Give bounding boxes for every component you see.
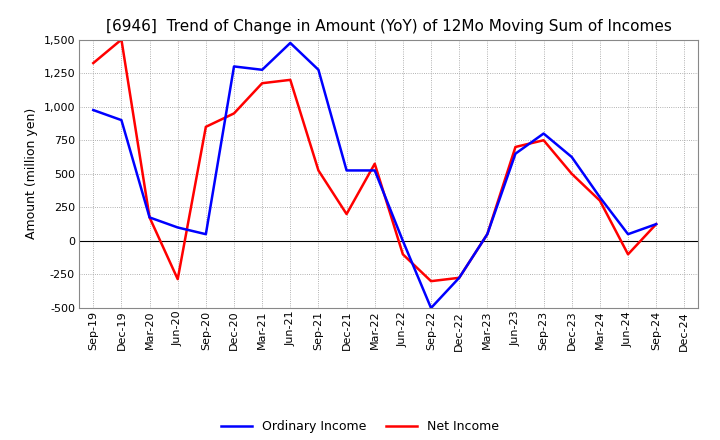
Ordinary Income: [342, 168, 351, 173]
Ordinary Income: [89, 107, 98, 113]
Net Income: [342, 211, 351, 216]
Net Income: [230, 111, 238, 116]
Ordinary Income: [258, 67, 266, 73]
Ordinary Income: [624, 231, 632, 237]
Ordinary Income: [427, 305, 436, 311]
Ordinary Income: [314, 67, 323, 73]
Net Income: [370, 161, 379, 166]
Ordinary Income: [117, 117, 126, 123]
Ordinary Income: [230, 64, 238, 69]
Net Income: [286, 77, 294, 82]
Ordinary Income: [539, 131, 548, 136]
Ordinary Income: [174, 225, 182, 230]
Net Income: [314, 168, 323, 173]
Ordinary Income: [511, 151, 520, 156]
Line: Ordinary Income: Ordinary Income: [94, 43, 656, 308]
Ordinary Income: [202, 231, 210, 237]
Legend: Ordinary Income, Net Income: Ordinary Income, Net Income: [216, 415, 504, 438]
Net Income: [483, 231, 492, 237]
Net Income: [539, 138, 548, 143]
Ordinary Income: [483, 231, 492, 237]
Line: Net Income: Net Income: [94, 40, 656, 281]
Ordinary Income: [567, 154, 576, 160]
Net Income: [89, 60, 98, 66]
Net Income: [511, 144, 520, 150]
Net Income: [202, 124, 210, 129]
Ordinary Income: [145, 215, 154, 220]
Title: [6946]  Trend of Change in Amount (YoY) of 12Mo Moving Sum of Incomes: [6946] Trend of Change in Amount (YoY) o…: [106, 19, 672, 34]
Net Income: [145, 215, 154, 220]
Ordinary Income: [399, 238, 408, 244]
Net Income: [427, 279, 436, 284]
Ordinary Income: [455, 275, 464, 280]
Net Income: [624, 252, 632, 257]
Net Income: [258, 81, 266, 86]
Ordinary Income: [286, 40, 294, 46]
Y-axis label: Amount (million yen): Amount (million yen): [25, 108, 38, 239]
Net Income: [174, 276, 182, 282]
Net Income: [652, 221, 660, 227]
Net Income: [117, 37, 126, 42]
Ordinary Income: [652, 221, 660, 227]
Net Income: [399, 252, 408, 257]
Net Income: [455, 275, 464, 280]
Ordinary Income: [595, 194, 604, 200]
Net Income: [567, 171, 576, 176]
Net Income: [595, 198, 604, 203]
Ordinary Income: [370, 168, 379, 173]
